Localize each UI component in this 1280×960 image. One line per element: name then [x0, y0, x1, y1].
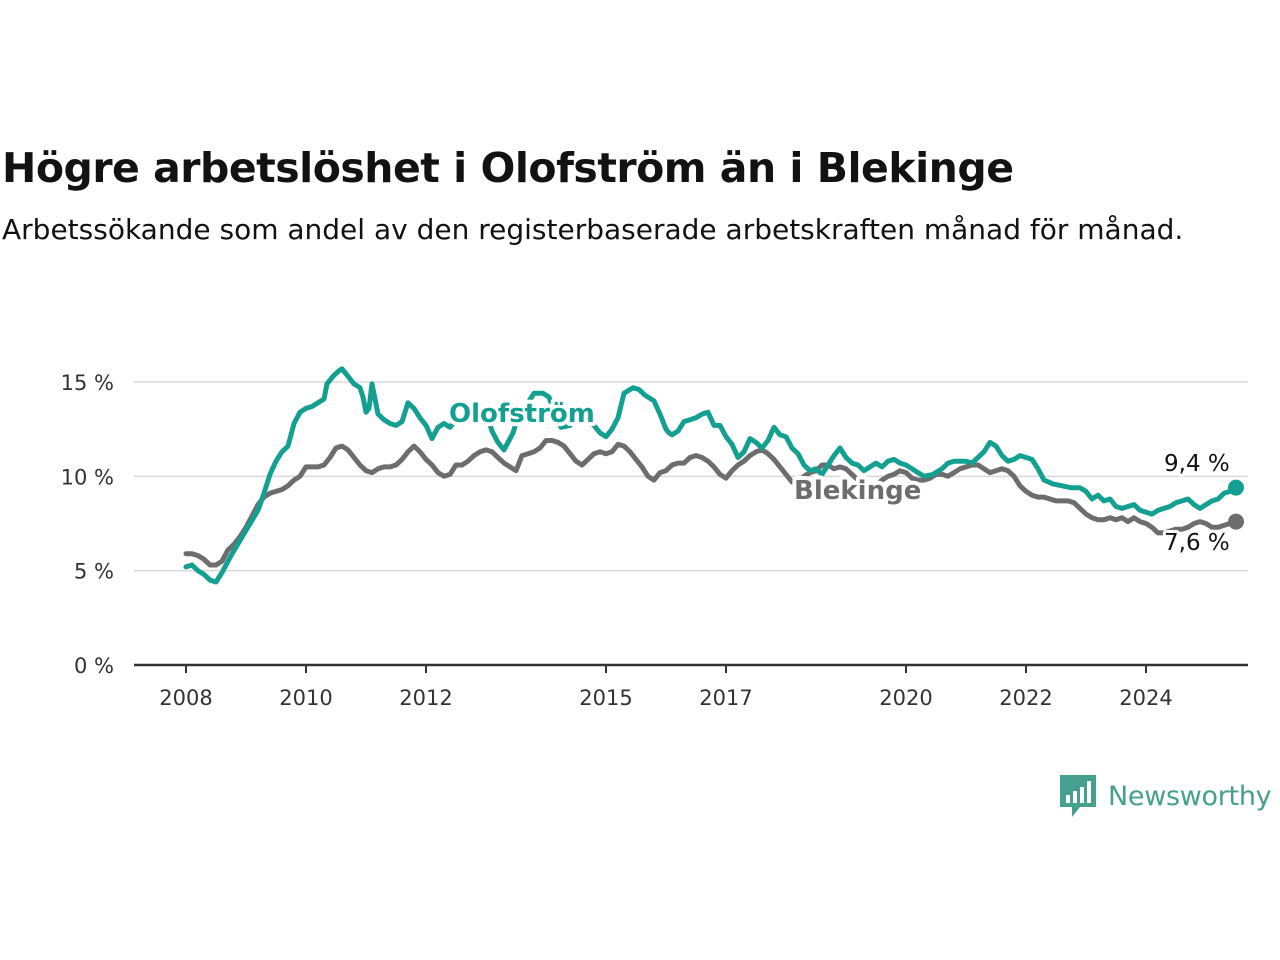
chart-title: Högre arbetslöshet i Olofström än i Blek… [2, 144, 1014, 192]
end-value-label-olofstrom: 9,4 % [1164, 451, 1230, 477]
y-tick-label: 5 % [74, 560, 114, 584]
x-tick-label: 2008 [159, 686, 212, 710]
x-axis-ticks: 2008 2010 2012 2015 2017 2020 2022 2024 [159, 665, 1173, 710]
x-tick-label: 2020 [879, 686, 932, 710]
series-label-blekinge: Blekinge [794, 476, 921, 506]
gridlines [134, 381, 1248, 667]
bar-chart-speech-bubble-icon [1060, 775, 1096, 817]
y-tick-label: 0 % [74, 654, 114, 678]
series-label-olofstrom: Olofström [449, 399, 595, 429]
series-line-olofstrom [183, 366, 1239, 585]
x-tick-label: 2024 [1119, 686, 1172, 710]
series-labels: Olofström Blekinge 9,4 % 7,6 % [445, 395, 1233, 559]
brand-name: Newsworthy [1108, 780, 1272, 812]
y-tick-label: 10 % [61, 465, 114, 489]
x-tick-label: 2022 [999, 686, 1052, 710]
y-axis-ticks: 0 % 5 % 10 % 15 % [61, 371, 114, 678]
y-tick-label: 15 % [61, 371, 114, 395]
x-tick-label: 2010 [279, 686, 332, 710]
end-value-label-blekinge: 7,6 % [1164, 530, 1230, 556]
x-tick-label: 2012 [399, 686, 452, 710]
end-point-olofstrom [1228, 479, 1244, 496]
chart-subtitle: Arbetssökande som andel av den registerb… [2, 213, 1184, 246]
end-point-blekinge [1228, 513, 1244, 530]
brand-logo: Newsworthy [1058, 772, 1272, 820]
series-lines [183, 366, 1244, 585]
series-line-blekinge [183, 438, 1239, 568]
x-tick-label: 2017 [699, 686, 752, 710]
x-tick-label: 2015 [579, 686, 632, 710]
